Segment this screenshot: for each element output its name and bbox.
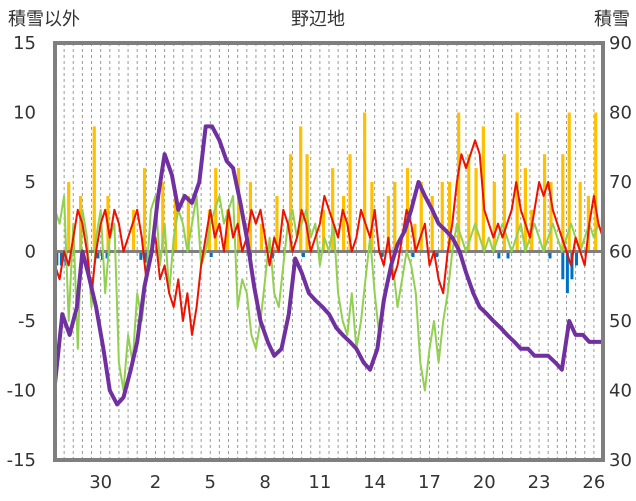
negative-bar	[380, 251, 384, 258]
negative-bar	[506, 251, 510, 259]
snowfall-bar	[226, 209, 230, 252]
snowfall-bar	[440, 182, 444, 252]
x-tick-label: 17	[418, 472, 441, 493]
snowfall-bar	[430, 195, 434, 252]
x-tick-label: 2	[150, 472, 161, 493]
snowfall-bar	[299, 126, 303, 252]
y-right-title: 積雪	[594, 9, 630, 30]
y-right-tick-label: 90	[609, 33, 632, 54]
negative-bar	[435, 251, 439, 258]
negative-bar	[548, 251, 552, 259]
snowfall-bar	[523, 168, 527, 252]
negative-bar	[497, 251, 501, 259]
x-tick-label: 26	[582, 472, 605, 493]
chart-title: 野辺地	[291, 9, 345, 30]
y-left-tick-label: -5	[18, 311, 36, 332]
snowfall-bar	[393, 182, 397, 252]
negative-bar	[209, 251, 213, 258]
y-left-tick-label: 15	[13, 33, 36, 54]
negative-bar	[139, 251, 143, 260]
x-tick-label: 5	[205, 472, 216, 493]
y-left-tick-label: 5	[25, 172, 36, 193]
negative-bar	[565, 251, 569, 294]
series-layer	[53, 124, 604, 407]
snowfall-bar	[578, 182, 582, 252]
snowfall-bar	[363, 112, 367, 252]
negative-bar	[59, 251, 63, 266]
series-line-snow-depth	[53, 124, 603, 407]
snowfall-bar	[67, 182, 71, 252]
snowfall-bar	[186, 195, 190, 252]
snowfall-bar	[542, 154, 547, 252]
snowfall-bar	[142, 168, 147, 252]
negative-bar	[105, 251, 109, 259]
snowfall-bar	[567, 112, 571, 252]
y-right-tick-label: 40	[609, 381, 632, 402]
snowfall-bar	[321, 209, 326, 252]
x-tick-label: 30	[89, 472, 112, 493]
negative-bar	[575, 251, 579, 266]
plot-frame	[53, 41, 605, 462]
y-right-tick-label: 80	[609, 103, 632, 124]
snowfall-bar	[92, 126, 96, 252]
y-left-tick-label: -15	[7, 450, 36, 471]
snowfall-bar	[419, 182, 423, 252]
snowfall-bar	[275, 195, 279, 252]
snowfall-bar	[447, 182, 452, 252]
snowfall-bar	[561, 154, 565, 252]
snowfall-bar	[348, 154, 352, 252]
snowfall-bar	[492, 182, 496, 252]
x-tick-label: 11	[308, 472, 331, 493]
snowfall-bar	[236, 168, 241, 252]
snowfall-bar	[457, 112, 461, 252]
y-right-tick-label: 30	[609, 450, 632, 471]
negative-bar	[96, 251, 100, 259]
x-tick-label: 23	[528, 472, 551, 493]
snowfall-bar	[467, 154, 471, 252]
snowfall-bar	[502, 154, 506, 252]
negative-bar	[411, 251, 415, 258]
y-left-tick-label: 0	[25, 242, 36, 263]
negative-bar	[270, 251, 274, 259]
y-left-tick-label: -10	[7, 381, 36, 402]
snowfall-bar	[289, 154, 293, 252]
snowfall-bar	[78, 195, 83, 252]
y-right-tick-label: 60	[609, 242, 632, 263]
negative-bar	[143, 251, 147, 263]
y-left-title: 積雪以外	[8, 9, 80, 30]
snowfall-bar	[161, 182, 165, 252]
snowfall-bar	[594, 112, 598, 252]
snowfall-bar	[131, 209, 136, 252]
snowfall-bar	[549, 182, 553, 252]
negative-bar	[301, 251, 305, 258]
x-tick-label: 14	[363, 472, 386, 493]
y-right-tick-label: 50	[609, 311, 632, 332]
negative-bar	[561, 251, 565, 280]
snowfall-bar	[474, 168, 478, 252]
snowfall-bar	[342, 195, 346, 252]
y-left-tick-label: 10	[13, 103, 36, 124]
x-tick-label: 20	[473, 472, 496, 493]
snowfall-bar	[413, 223, 417, 252]
snowfall-bar	[386, 195, 390, 252]
x-tick-label: 8	[259, 472, 270, 493]
snowfall-bar	[331, 168, 335, 252]
snowfall-bar	[305, 154, 309, 252]
snowfall-bar	[259, 223, 264, 252]
snowfall-bar	[370, 182, 374, 252]
y-right-tick-label: 70	[609, 172, 632, 193]
